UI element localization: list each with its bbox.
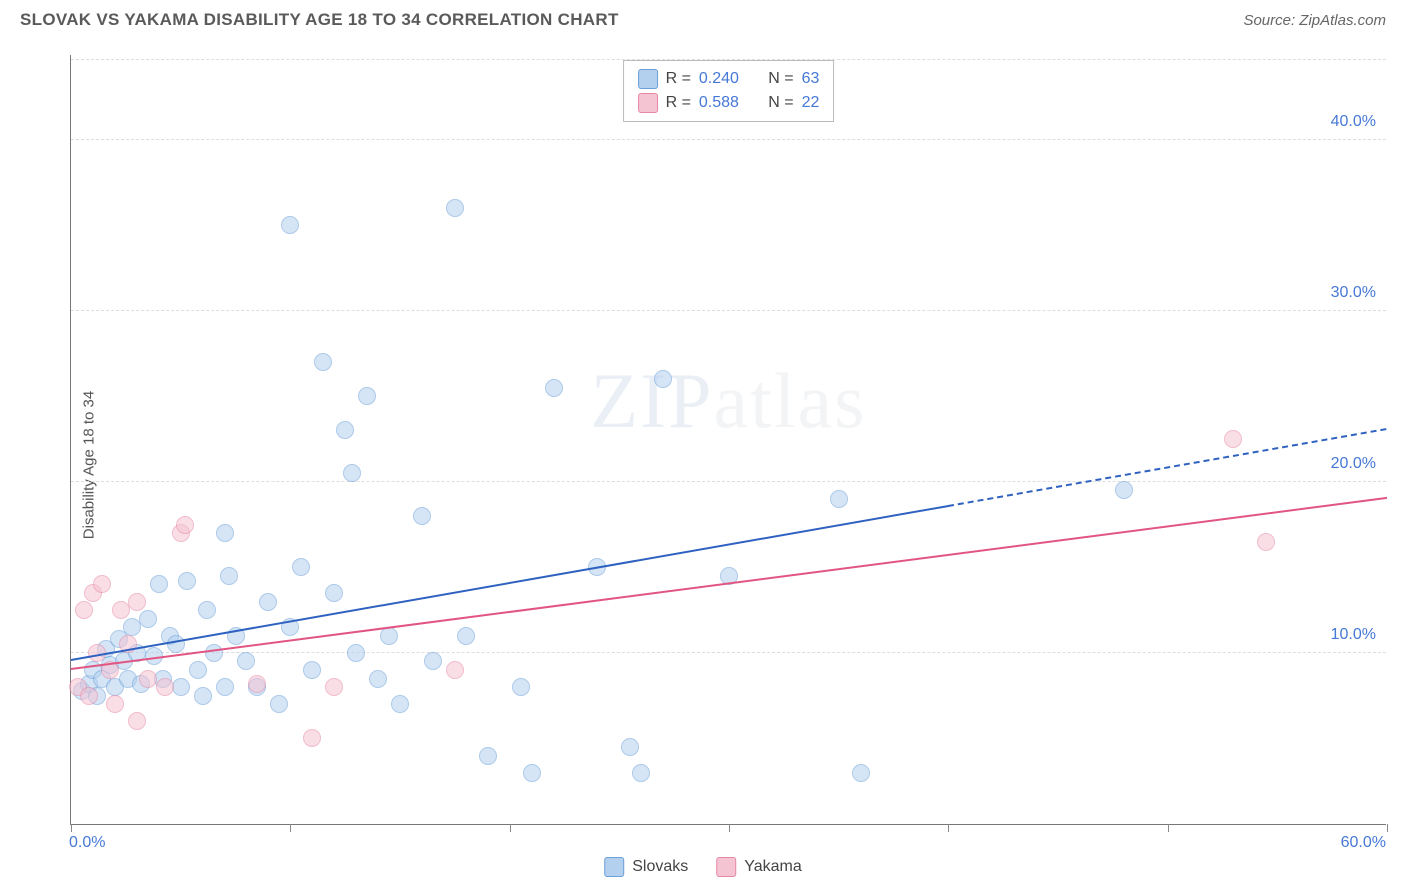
data-point (292, 558, 310, 576)
data-point (369, 670, 387, 688)
x-tick (948, 824, 949, 832)
data-point (128, 712, 146, 730)
x-tick (290, 824, 291, 832)
data-point (220, 567, 238, 585)
data-point (325, 678, 343, 696)
data-point (424, 652, 442, 670)
x-tick-label: 0.0% (69, 834, 105, 852)
data-point (391, 695, 409, 713)
data-point (205, 644, 223, 662)
data-point (314, 353, 332, 371)
x-tick (1387, 824, 1388, 832)
watermark: ZIPatlas (591, 356, 867, 446)
data-point (446, 661, 464, 679)
data-point (325, 584, 343, 602)
data-point (139, 670, 157, 688)
data-point (216, 524, 234, 542)
data-point (259, 593, 277, 611)
series-legend: Slovaks Yakama (604, 857, 802, 877)
trend-line (948, 428, 1387, 507)
x-tick (71, 824, 72, 832)
data-point (172, 678, 190, 696)
legend-item: Yakama (716, 857, 802, 877)
data-point (413, 507, 431, 525)
data-point (189, 661, 207, 679)
data-point (632, 764, 650, 782)
legend-swatch (604, 857, 624, 877)
data-point (178, 572, 196, 590)
chart-title: SLOVAK VS YAKAMA DISABILITY AGE 18 TO 34… (20, 10, 619, 30)
data-point (545, 379, 563, 397)
x-tick (729, 824, 730, 832)
x-tick-label: 60.0% (1341, 834, 1386, 852)
gridline (71, 481, 1386, 482)
trend-line (71, 497, 1387, 670)
x-tick (1168, 824, 1169, 832)
legend-item: Slovaks (604, 857, 688, 877)
data-point (336, 421, 354, 439)
data-point (80, 687, 98, 705)
data-point (237, 652, 255, 670)
legend-row: R =0.240 N =63 (638, 67, 820, 91)
y-tick-label: 20.0% (1331, 455, 1376, 473)
data-point (343, 464, 361, 482)
x-tick (510, 824, 511, 832)
data-point (1115, 481, 1133, 499)
gridline (71, 139, 1386, 140)
gridline (71, 310, 1386, 311)
legend-row: R =0.588 N =22 (638, 91, 820, 115)
y-tick-label: 40.0% (1331, 113, 1376, 131)
data-point (248, 675, 266, 693)
data-point (281, 216, 299, 234)
data-point (1257, 533, 1275, 551)
data-point (270, 695, 288, 713)
gridline (71, 59, 1386, 60)
data-point (198, 601, 216, 619)
data-point (621, 738, 639, 756)
legend-label: Yakama (744, 858, 802, 876)
trend-line (71, 505, 949, 661)
source-label: Source: ZipAtlas.com (1243, 12, 1386, 29)
data-point (75, 601, 93, 619)
chart-container: Disability Age 18 to 34 ZIPatlas R =0.24… (20, 55, 1386, 875)
data-point (457, 627, 475, 645)
y-tick-label: 30.0% (1331, 284, 1376, 302)
data-point (852, 764, 870, 782)
data-point (194, 687, 212, 705)
data-point (167, 635, 185, 653)
gridline (71, 652, 1386, 653)
data-point (479, 747, 497, 765)
data-point (446, 199, 464, 217)
data-point (128, 593, 146, 611)
legend-swatch (638, 69, 658, 89)
data-point (1224, 430, 1242, 448)
data-point (150, 575, 168, 593)
data-point (523, 764, 541, 782)
y-tick-label: 10.0% (1331, 626, 1376, 644)
legend-label: Slovaks (632, 858, 688, 876)
data-point (358, 387, 376, 405)
data-point (303, 729, 321, 747)
data-point (303, 661, 321, 679)
data-point (830, 490, 848, 508)
plot-area: ZIPatlas R =0.240 N =63R =0.588 N =22 10… (70, 55, 1386, 825)
legend-swatch (638, 93, 658, 113)
data-point (156, 678, 174, 696)
data-point (106, 695, 124, 713)
correlation-legend: R =0.240 N =63R =0.588 N =22 (623, 60, 835, 122)
data-point (654, 370, 672, 388)
data-point (347, 644, 365, 662)
data-point (512, 678, 530, 696)
data-point (176, 516, 194, 534)
data-point (216, 678, 234, 696)
legend-swatch (716, 857, 736, 877)
data-point (139, 610, 157, 628)
data-point (93, 575, 111, 593)
